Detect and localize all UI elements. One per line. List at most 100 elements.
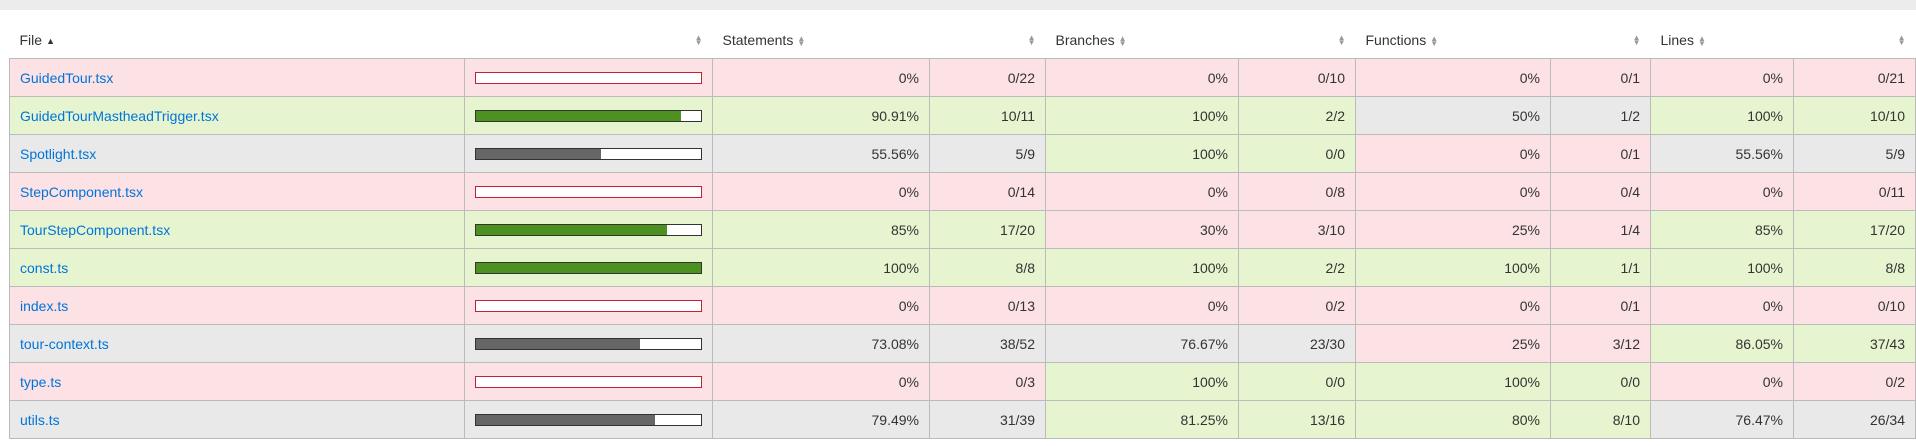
statements-column-header[interactable]: Statements ▲ ▼ (712, 22, 930, 59)
coverage-bar-cell (464, 362, 713, 401)
coverage-summary: File ▲ ▲ ▼ Statements ▲ ▼ ▲ ▼ Branches ▲ ▼ ▲ ▼ (0, 10, 1916, 439)
statements-pct: 0% (712, 58, 930, 97)
table-row: tour-context.ts 73.08% 38/52 76.67% 23/30 25%… (9, 324, 1916, 363)
functions-header-label: Functions (1365, 32, 1427, 48)
top-bar (0, 0, 1916, 10)
lines-fraction: 17/20 (1793, 210, 1916, 249)
statements-pct: 90.91% (712, 96, 930, 135)
branches-fraction: 0/0 (1238, 134, 1356, 173)
branches-fraction-column-header[interactable]: ▲ ▼ (1238, 22, 1356, 59)
coverage-rows: GuidedTour.tsx 0% 0/22 0% 0/10 0% 0/1 0% 0/21 Gui… (9, 58, 1916, 439)
file-link[interactable]: type.ts (20, 373, 62, 390)
file-link[interactable]: index.ts (20, 297, 69, 314)
branches-fraction: 2/2 (1238, 248, 1356, 287)
branches-pct: 100% (1045, 96, 1239, 135)
lines-pct: 0% (1650, 58, 1794, 97)
file-link[interactable]: TourStepComponent.tsx (20, 221, 171, 238)
file-link[interactable]: utils.ts (20, 411, 60, 428)
statements-fraction: 8/8 (929, 248, 1046, 287)
coverage-bar (475, 299, 702, 312)
sort-icon: ▲ ▼ (1027, 33, 1036, 47)
functions-pct: 80% (1355, 400, 1551, 439)
sort-icon: ▲ ▼ (1430, 34, 1439, 49)
statements-fraction: 17/20 (929, 210, 1046, 249)
statements-fraction: 5/9 (929, 134, 1046, 173)
functions-fraction: 0/1 (1550, 134, 1651, 173)
coverage-bar-fill (476, 414, 655, 425)
branches-fraction: 0/2 (1238, 286, 1356, 325)
file-link[interactable]: GuidedTour.tsx (20, 69, 114, 86)
branches-column-header[interactable]: Branches ▲ ▼ (1045, 22, 1239, 59)
statements-fraction: 0/13 (929, 286, 1046, 325)
coverage-bar-column-header[interactable]: ▲ ▼ (464, 22, 713, 59)
statements-header-label: Statements (722, 32, 794, 48)
file-link[interactable]: tour-context.ts (20, 335, 109, 352)
functions-pct: 100% (1355, 362, 1551, 401)
file-link[interactable]: const.ts (20, 259, 69, 276)
functions-fraction: 1/4 (1550, 210, 1651, 249)
table-row: const.ts 100% 8/8 100% 2/2 100% 1/1 100% 8/8 (9, 248, 1916, 287)
lines-fraction: 10/10 (1793, 96, 1916, 135)
functions-pct: 0% (1355, 58, 1551, 97)
lines-fraction: 0/10 (1793, 286, 1916, 325)
coverage-bar-cell (464, 248, 713, 287)
file-cell: type.ts (9, 362, 465, 401)
sort-ascending-icon: ▲ (46, 36, 55, 47)
lines-fraction: 5/9 (1793, 134, 1916, 173)
functions-column-header[interactable]: Functions ▲ ▼ (1355, 22, 1551, 59)
coverage-bar (475, 71, 702, 84)
coverage-bar-fill (476, 224, 668, 235)
lines-pct: 0% (1650, 362, 1794, 401)
file-column-header[interactable]: File ▲ (9, 22, 465, 59)
lines-pct: 0% (1650, 172, 1794, 211)
coverage-bar-cell (464, 324, 713, 363)
lines-pct: 76.47% (1650, 400, 1794, 439)
functions-fraction: 0/0 (1550, 362, 1651, 401)
branches-fraction: 23/30 (1238, 324, 1356, 363)
branches-fraction: 0/10 (1238, 58, 1356, 97)
functions-fraction-column-header[interactable]: ▲ ▼ (1550, 22, 1651, 59)
statements-pct: 55.56% (712, 134, 930, 173)
statements-fraction: 0/14 (929, 172, 1046, 211)
functions-pct: 25% (1355, 210, 1551, 249)
coverage-table: File ▲ ▲ ▼ Statements ▲ ▼ ▲ ▼ Branches ▲ ▼ ▲ ▼ (9, 22, 1916, 439)
lines-pct: 85% (1650, 210, 1794, 249)
statements-fraction-column-header[interactable]: ▲ ▼ (929, 22, 1046, 59)
coverage-bar (475, 185, 702, 198)
sort-icon: ▲ ▼ (1697, 34, 1706, 49)
file-cell: StepComponent.tsx (9, 172, 465, 211)
statements-fraction: 31/39 (929, 400, 1046, 439)
lines-fraction: 37/43 (1793, 324, 1916, 363)
sort-icon: ▲ ▼ (1632, 33, 1641, 47)
functions-pct: 0% (1355, 286, 1551, 325)
coverage-bar-cell (464, 58, 713, 97)
statements-pct: 85% (712, 210, 930, 249)
functions-fraction: 0/1 (1550, 58, 1651, 97)
functions-pct: 0% (1355, 134, 1551, 173)
coverage-bar-cell (464, 172, 713, 211)
coverage-bar (475, 147, 702, 160)
table-row: GuidedTour.tsx 0% 0/22 0% 0/10 0% 0/1 0% 0/21 (9, 58, 1916, 97)
functions-fraction: 0/1 (1550, 286, 1651, 325)
statements-pct: 73.08% (712, 324, 930, 363)
file-link[interactable]: GuidedTourMastheadTrigger.tsx (20, 107, 219, 124)
sort-icon: ▲ ▼ (694, 33, 703, 47)
functions-fraction: 8/10 (1550, 400, 1651, 439)
lines-fraction-column-header[interactable]: ▲ ▼ (1793, 22, 1916, 59)
table-row: TourStepComponent.tsx 85% 17/20 30% 3/10 25% 1… (9, 210, 1916, 249)
file-link[interactable]: Spotlight.tsx (20, 145, 97, 162)
file-link[interactable]: StepComponent.tsx (20, 183, 143, 200)
branches-pct: 100% (1045, 248, 1239, 287)
lines-column-header[interactable]: Lines ▲ ▼ (1650, 22, 1794, 59)
branches-pct: 100% (1045, 134, 1239, 173)
table-row: StepComponent.tsx 0% 0/14 0% 0/8 0% 0/4 0% 0/11 (9, 172, 1916, 211)
statements-fraction: 0/22 (929, 58, 1046, 97)
table-row: Spotlight.tsx 55.56% 5/9 100% 0/0 0% 0/1 55.56%… (9, 134, 1916, 173)
coverage-bar-fill (476, 110, 681, 121)
branches-header-label: Branches (1055, 32, 1115, 48)
coverage-bar (475, 413, 702, 426)
sort-icon: ▲ ▼ (1118, 34, 1127, 49)
functions-pct: 25% (1355, 324, 1551, 363)
functions-pct: 50% (1355, 96, 1551, 135)
lines-pct: 100% (1650, 96, 1794, 135)
